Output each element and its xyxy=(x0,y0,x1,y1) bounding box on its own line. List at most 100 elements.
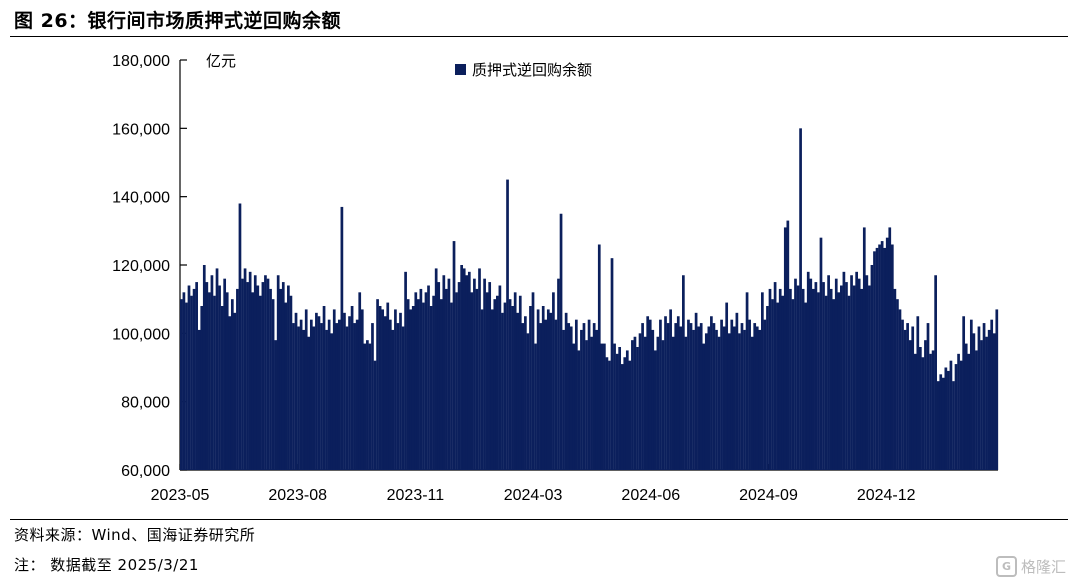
x-tick-label: 2023-11 xyxy=(387,487,445,504)
bar xyxy=(857,278,861,470)
bar xyxy=(567,323,571,470)
bar xyxy=(230,299,234,470)
bar xyxy=(381,309,385,470)
bar xyxy=(947,370,950,470)
bar xyxy=(712,323,716,470)
legend: 质押式逆回购余额 xyxy=(455,61,592,79)
bar xyxy=(740,323,744,470)
bar xyxy=(684,336,688,470)
bar xyxy=(320,323,323,470)
bar xyxy=(569,326,573,470)
bar xyxy=(865,275,869,470)
y-axis-ticks: 60,000 80,000 100,000 120,000 140,000 160,000… xyxy=(112,53,187,480)
bar xyxy=(796,285,800,470)
bar xyxy=(355,319,359,470)
bar xyxy=(778,288,782,470)
bar xyxy=(411,306,415,470)
bar xyxy=(648,319,652,470)
bar xyxy=(692,329,695,470)
bar xyxy=(554,319,558,470)
bar xyxy=(776,302,779,470)
x-tick-label: 2024-12 xyxy=(857,487,916,504)
bar xyxy=(195,282,198,470)
bar xyxy=(939,374,943,470)
bar xyxy=(689,323,693,470)
bar xyxy=(969,319,973,470)
bar xyxy=(340,206,344,471)
repo-balance-chart: 60,000 80,000 100,000 120,000 140,000 160,000… xyxy=(112,52,999,504)
bar xyxy=(676,316,680,470)
y-axis-unit-label: 亿元 xyxy=(206,52,236,70)
bar xyxy=(817,292,820,470)
y-tick-label: 180,000 xyxy=(112,53,170,70)
bar xyxy=(603,343,606,470)
bar xyxy=(416,299,420,470)
bar xyxy=(898,309,902,470)
y-tick-label: 120,000 xyxy=(112,258,170,275)
bar xyxy=(801,288,805,470)
bar xyxy=(730,319,734,470)
y-tick-label: 60,000 xyxy=(121,463,170,480)
bar xyxy=(758,329,762,470)
bar xyxy=(761,292,764,470)
bar xyxy=(893,288,897,470)
title-rule xyxy=(10,36,1068,37)
bar xyxy=(880,241,884,470)
bar xyxy=(508,299,512,470)
bar xyxy=(885,237,889,470)
bar xyxy=(483,278,486,470)
bar xyxy=(883,247,887,470)
bar xyxy=(850,275,853,470)
bar xyxy=(246,282,249,470)
bar xyxy=(987,329,991,470)
bar xyxy=(829,288,833,470)
bar xyxy=(409,309,413,470)
bar xyxy=(371,323,374,470)
bar xyxy=(687,319,690,470)
bar xyxy=(427,285,430,470)
bar xyxy=(919,347,922,470)
bar xyxy=(651,329,655,470)
bar xyxy=(916,316,920,470)
bar xyxy=(225,292,229,470)
bar xyxy=(536,309,540,470)
bar xyxy=(957,353,960,470)
bar xyxy=(750,336,754,470)
bar xyxy=(636,347,639,470)
bar xyxy=(350,306,354,470)
bar xyxy=(697,326,700,470)
bar xyxy=(292,323,295,470)
bar xyxy=(215,268,219,470)
bar xyxy=(834,278,838,470)
bar xyxy=(852,285,856,470)
bar xyxy=(786,220,790,470)
bar xyxy=(868,285,871,470)
bar xyxy=(485,292,489,470)
bar xyxy=(715,329,718,470)
y-tick-label: 100,000 xyxy=(112,326,170,343)
bar xyxy=(208,292,211,470)
bar xyxy=(625,350,629,470)
bar xyxy=(465,275,469,470)
bar xyxy=(656,336,660,470)
bar xyxy=(253,275,257,470)
bar xyxy=(480,309,484,470)
bar xyxy=(954,364,958,470)
bar xyxy=(577,350,581,470)
bar xyxy=(661,340,665,470)
bar xyxy=(814,282,818,470)
bar xyxy=(664,316,667,470)
bar xyxy=(205,282,209,470)
bar xyxy=(613,343,616,470)
bar xyxy=(669,309,672,470)
bar xyxy=(768,288,772,470)
bar xyxy=(266,278,270,470)
bar xyxy=(248,271,252,470)
bar xyxy=(190,295,193,470)
bar xyxy=(720,319,723,470)
bar xyxy=(228,316,232,470)
y-tick-label: 80,000 xyxy=(121,395,170,412)
bar xyxy=(473,278,476,470)
bar xyxy=(949,360,953,470)
bar xyxy=(271,299,275,470)
